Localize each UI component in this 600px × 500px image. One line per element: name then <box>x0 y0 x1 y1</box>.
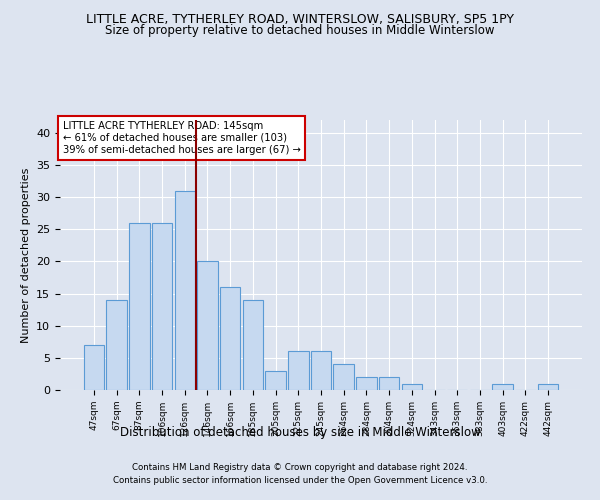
Bar <box>379 377 400 390</box>
Bar <box>334 364 354 390</box>
Bar <box>84 345 104 390</box>
Text: Size of property relative to detached houses in Middle Winterslow: Size of property relative to detached ho… <box>105 24 495 37</box>
Bar <box>288 352 308 390</box>
Text: Contains HM Land Registry data © Crown copyright and database right 2024.: Contains HM Land Registry data © Crown c… <box>132 464 468 472</box>
Text: LITTLE ACRE TYTHERLEY ROAD: 145sqm
← 61% of detached houses are smaller (103)
39: LITTLE ACRE TYTHERLEY ROAD: 145sqm ← 61%… <box>62 122 301 154</box>
Bar <box>197 262 218 390</box>
Bar <box>493 384 513 390</box>
Bar <box>356 377 377 390</box>
Bar <box>311 352 331 390</box>
Bar <box>242 300 263 390</box>
Text: Contains public sector information licensed under the Open Government Licence v3: Contains public sector information licen… <box>113 476 487 485</box>
Bar <box>106 300 127 390</box>
Text: Distribution of detached houses by size in Middle Winterslow: Distribution of detached houses by size … <box>119 426 481 439</box>
Bar <box>220 287 241 390</box>
Bar <box>152 223 172 390</box>
Y-axis label: Number of detached properties: Number of detached properties <box>20 168 31 342</box>
Bar <box>129 223 149 390</box>
Bar <box>538 384 558 390</box>
Bar <box>175 190 195 390</box>
Text: LITTLE ACRE, TYTHERLEY ROAD, WINTERSLOW, SALISBURY, SP5 1PY: LITTLE ACRE, TYTHERLEY ROAD, WINTERSLOW,… <box>86 12 514 26</box>
Bar <box>401 384 422 390</box>
Bar <box>265 370 286 390</box>
